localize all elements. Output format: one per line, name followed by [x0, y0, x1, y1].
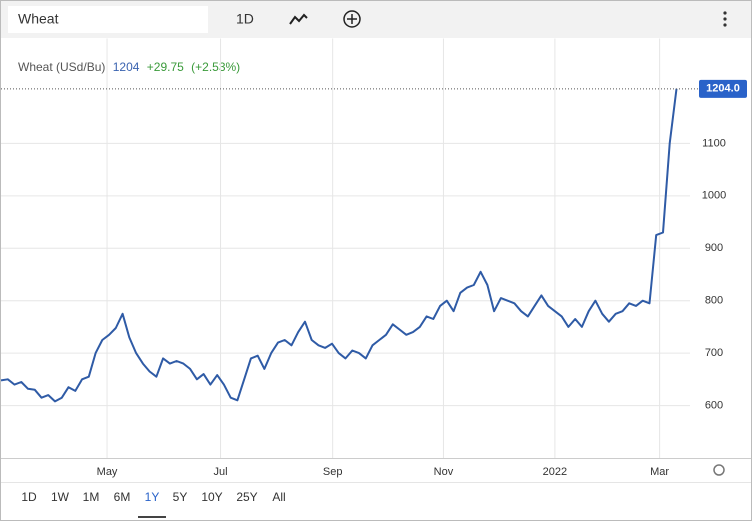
instrument: Wheat (USd/Bu): [18, 60, 105, 74]
range-button[interactable]: All: [272, 490, 285, 504]
x-tick-label: Sep: [323, 466, 343, 478]
price: 1204: [113, 60, 140, 74]
range-button[interactable]: 1Y: [145, 490, 160, 504]
x-tick-label: Nov: [434, 466, 454, 478]
y-tick-label: 700: [705, 347, 723, 359]
add-icon[interactable]: [343, 10, 361, 28]
y-tick-label: 900: [705, 242, 723, 254]
search-box[interactable]: [8, 6, 208, 33]
search-text[interactable]: Wheat: [18, 11, 59, 27]
x-tick-label: May: [97, 466, 118, 478]
y-tick-label: 800: [705, 295, 723, 307]
range-button[interactable]: 10Y: [201, 490, 222, 504]
range-button[interactable]: 1M: [83, 490, 100, 504]
y-tick-label: 1100: [702, 137, 726, 149]
range-button[interactable]: 1W: [51, 490, 70, 504]
settings-icon[interactable]: [713, 464, 725, 476]
range-button[interactable]: 6M: [114, 490, 131, 504]
range-button[interactable]: 25Y: [236, 490, 257, 504]
menu-icon[interactable]: [723, 11, 727, 27]
y-tick-label: 600: [705, 399, 723, 411]
range-button[interactable]: 1D: [21, 490, 37, 504]
interval-button[interactable]: 1D: [236, 11, 254, 27]
range-button[interactable]: 5Y: [173, 490, 188, 504]
last-price-box: [699, 79, 747, 98]
chart-style-icon[interactable]: [289, 13, 308, 25]
last-price-label: 1204.0: [706, 83, 740, 95]
legend-line: Wheat (USd/Bu) 1204 +29.75 (+2.53%): [18, 60, 240, 74]
add-icon-plus: [347, 14, 357, 24]
change-percent: (+2.53%): [191, 60, 240, 74]
price-line: [0, 88, 678, 403]
change: +29.75: [147, 60, 184, 74]
x-tick-label: Jul: [214, 466, 228, 478]
x-tick-label: Mar: [650, 466, 669, 478]
y-tick-label: 1000: [702, 190, 726, 202]
x-tick-label: 2022: [543, 466, 567, 478]
